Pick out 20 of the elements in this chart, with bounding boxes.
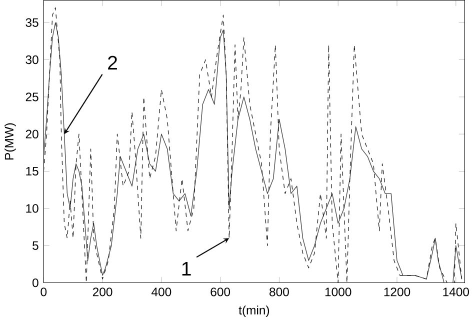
y-tick-label: 5	[32, 241, 38, 250]
x-tick-label: 1200	[384, 287, 410, 296]
x-axis-title: t(min)	[238, 305, 270, 317]
y-tick-label: 35	[26, 18, 38, 27]
x-tick-label: 1000	[325, 287, 352, 296]
x-tick-label: 0	[40, 287, 47, 296]
x-tick-label: 600	[210, 287, 230, 296]
y-axis-title: P(MW)	[4, 123, 16, 160]
annotation: 1	[182, 262, 191, 276]
y-tick-label: 10	[26, 204, 38, 213]
annotation: 2	[108, 56, 117, 70]
y-tick-label: 0	[32, 278, 38, 287]
x-tick-label: 1400	[443, 287, 469, 296]
y-tick-label: 30	[26, 55, 38, 64]
y-tick-label: 25	[26, 92, 38, 102]
x-tick-label: 800	[270, 287, 289, 296]
x-tick-label: 200	[92, 287, 112, 296]
x-tick-label: 400	[152, 287, 172, 296]
y-tick-label: 20	[26, 130, 38, 138]
y-tick-label: 15	[26, 166, 38, 176]
